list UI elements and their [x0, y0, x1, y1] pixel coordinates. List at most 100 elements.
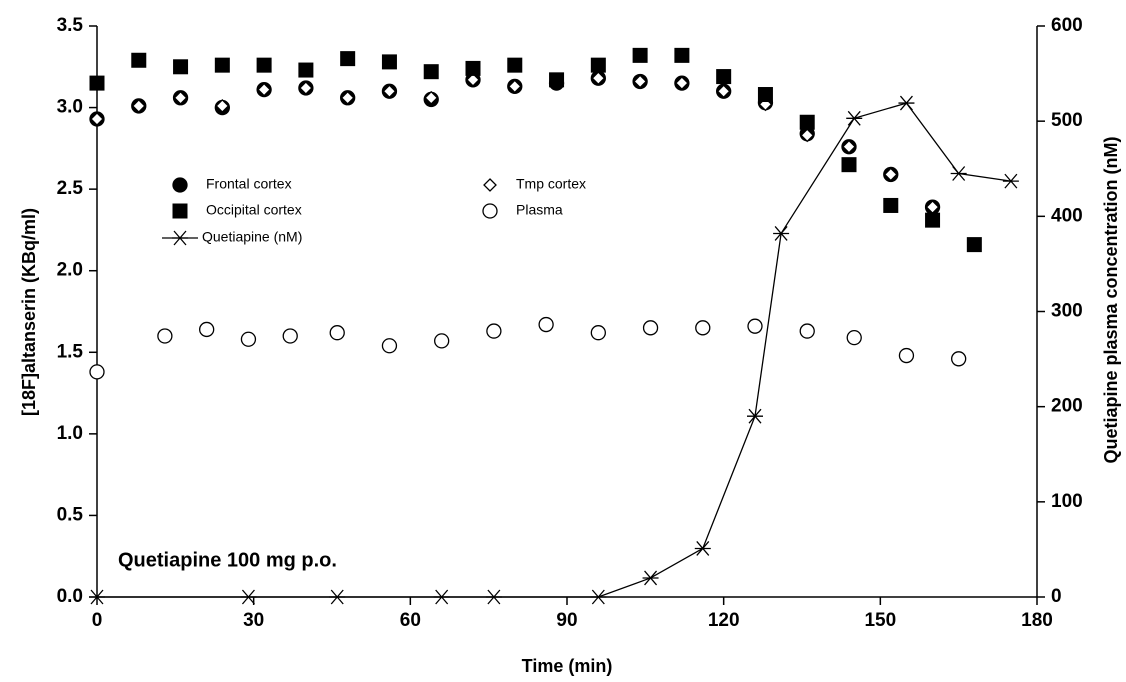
- legend-marker: [483, 178, 497, 192]
- y-tick-label: 0.5: [57, 504, 84, 525]
- point: [747, 318, 763, 334]
- y2-tick-label: 200: [1051, 396, 1083, 417]
- point: [381, 338, 398, 354]
- point: [642, 320, 659, 336]
- legend-label: Plasma: [516, 202, 563, 218]
- point: [842, 139, 856, 154]
- y-tick-label: 0.0: [57, 586, 83, 607]
- point: [257, 82, 272, 97]
- point: [340, 90, 355, 105]
- y2-tick-label: 100: [1051, 491, 1083, 512]
- point: [298, 62, 314, 78]
- point: [716, 69, 732, 85]
- legend-label: Frontal cortex: [206, 176, 292, 192]
- point: [381, 54, 397, 70]
- point: [424, 90, 439, 105]
- point: [90, 112, 104, 126]
- y2-tick-label: 400: [1051, 205, 1083, 226]
- point: [549, 72, 565, 88]
- point: [846, 329, 862, 346]
- point: [89, 589, 105, 605]
- point: [633, 74, 648, 89]
- x-tick-label: 180: [1021, 610, 1053, 631]
- point: [423, 64, 439, 80]
- point: [199, 321, 215, 338]
- point: [486, 323, 502, 339]
- x-tick-label: 30: [243, 610, 264, 631]
- point: [131, 52, 147, 68]
- point: [950, 166, 967, 181]
- point: [240, 589, 257, 605]
- legend-marker: [172, 177, 188, 193]
- point: [800, 128, 815, 143]
- point: [298, 81, 313, 95]
- point: [883, 167, 898, 182]
- point: [507, 57, 523, 73]
- y2-tick-label: 500: [1051, 110, 1083, 131]
- point: [485, 589, 502, 605]
- x-axis-label: Time (min): [522, 656, 613, 676]
- point: [434, 333, 450, 349]
- point: [173, 59, 189, 75]
- point: [466, 72, 480, 87]
- point: [841, 157, 857, 173]
- point: [1002, 173, 1019, 189]
- point: [591, 71, 606, 86]
- legend-label: Tmp cortex: [516, 176, 586, 192]
- point: [590, 589, 607, 605]
- x-tick-label: 150: [864, 610, 896, 631]
- y-tick-label: 3.5: [57, 15, 84, 36]
- point: [695, 320, 711, 336]
- point: [240, 331, 257, 347]
- y-tick-label: 2.0: [57, 260, 83, 281]
- point: [214, 57, 230, 73]
- y-tick-label: 3.0: [57, 97, 83, 118]
- point: [282, 328, 298, 344]
- point: [329, 589, 346, 605]
- legend-marker: [482, 203, 498, 219]
- x-tick-label: 120: [708, 610, 740, 631]
- legend-marker: [172, 203, 188, 219]
- point: [674, 47, 690, 63]
- point: [256, 57, 272, 73]
- point: [951, 351, 967, 367]
- point: [747, 408, 763, 424]
- point: [590, 57, 606, 73]
- y-tick-label: 1.0: [57, 423, 83, 444]
- y-axis-label: [18F]altanserin (KBq/ml): [19, 208, 39, 416]
- point: [507, 79, 522, 94]
- point: [215, 99, 230, 113]
- legend-label: Occipital cortex: [206, 202, 302, 218]
- point: [966, 237, 982, 253]
- point: [694, 541, 711, 556]
- point: [642, 570, 659, 586]
- point: [716, 84, 731, 99]
- point: [898, 95, 915, 111]
- point: [89, 364, 105, 380]
- point: [883, 197, 899, 213]
- y2-tick-label: 300: [1051, 301, 1083, 322]
- y2-tick-label: 0: [1051, 586, 1062, 607]
- point: [632, 47, 648, 63]
- point: [157, 328, 173, 344]
- y2-tick-label: 600: [1051, 15, 1083, 36]
- x-tick-label: 0: [92, 610, 103, 631]
- point: [799, 323, 815, 339]
- y2-axis-label: Quetiapine plasma concentration (nM): [1101, 136, 1121, 463]
- point: [898, 347, 915, 364]
- point: [382, 84, 397, 99]
- point: [465, 60, 481, 76]
- point: [674, 76, 689, 91]
- point: [846, 110, 863, 126]
- point: [925, 212, 941, 228]
- point: [590, 325, 606, 341]
- annotation: Quetiapine 100 mg p.o.: [118, 549, 337, 571]
- point: [538, 316, 554, 333]
- x-tick-label: 60: [400, 610, 421, 631]
- y-tick-label: 2.5: [57, 178, 84, 199]
- point: [773, 226, 790, 241]
- point: [131, 99, 146, 113]
- y-tick-label: 1.5: [57, 341, 84, 362]
- x-tick-label: 90: [556, 610, 577, 631]
